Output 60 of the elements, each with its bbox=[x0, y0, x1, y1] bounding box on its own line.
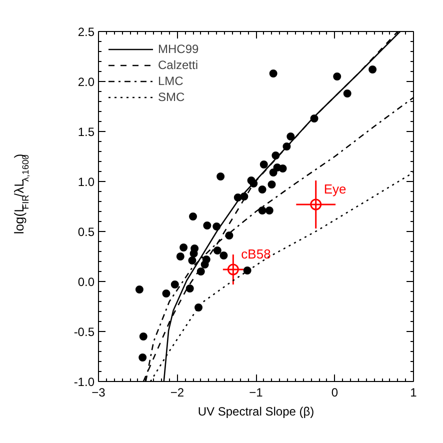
point bbox=[286, 132, 295, 140]
point bbox=[170, 280, 179, 288]
point bbox=[260, 160, 268, 168]
point bbox=[258, 186, 266, 194]
x-tick-label: 0 bbox=[331, 386, 338, 400]
point bbox=[196, 268, 205, 276]
point bbox=[138, 354, 147, 362]
y-tick-label: 1.0 bbox=[78, 175, 95, 189]
point bbox=[265, 206, 274, 214]
point bbox=[189, 212, 197, 220]
x-tick-label: −2 bbox=[170, 386, 184, 400]
series-label: cB58 bbox=[241, 246, 271, 262]
point bbox=[194, 304, 203, 312]
point bbox=[343, 90, 352, 98]
y-tick-label: 0.0 bbox=[78, 275, 95, 289]
point bbox=[225, 232, 234, 240]
point bbox=[203, 222, 212, 230]
point bbox=[310, 114, 318, 122]
point bbox=[200, 260, 209, 268]
point bbox=[213, 246, 222, 254]
y-tick-label: 2.5 bbox=[78, 25, 95, 39]
point bbox=[186, 284, 194, 292]
x-tick-label: −1 bbox=[249, 386, 264, 400]
point bbox=[250, 180, 258, 188]
point bbox=[227, 264, 239, 276]
x-tick-label: 1 bbox=[410, 386, 418, 400]
point bbox=[135, 286, 144, 294]
point bbox=[310, 198, 322, 210]
legend-label: SMC bbox=[158, 89, 185, 105]
point bbox=[282, 142, 291, 150]
point bbox=[220, 252, 228, 260]
y-tick-label: 2.0 bbox=[78, 75, 95, 89]
point bbox=[240, 192, 248, 200]
point bbox=[368, 66, 377, 74]
point bbox=[269, 70, 278, 78]
y-tick-label: 1.5 bbox=[78, 125, 95, 139]
point bbox=[180, 244, 188, 252]
point bbox=[234, 194, 242, 202]
legend-label: Calzetti bbox=[158, 57, 198, 73]
point bbox=[243, 266, 252, 274]
point bbox=[269, 168, 278, 176]
legend-label: MHC99 bbox=[158, 41, 199, 57]
point bbox=[272, 152, 280, 160]
point bbox=[139, 332, 148, 340]
y-tick-label: 0.5 bbox=[78, 225, 95, 239]
point bbox=[162, 290, 170, 298]
legend-label: LMC bbox=[158, 73, 184, 89]
y-axis-title: log(LFIR/λLλ,1600) bbox=[12, 154, 30, 234]
point bbox=[190, 250, 198, 258]
y-tick-label: -0.5 bbox=[74, 325, 95, 339]
point bbox=[212, 222, 221, 230]
series-label: Eye bbox=[324, 182, 346, 196]
point bbox=[188, 256, 196, 264]
point bbox=[278, 164, 287, 172]
point bbox=[268, 180, 276, 188]
point bbox=[333, 72, 342, 80]
x-axis-title: UV Spectral Slope (β) bbox=[198, 404, 314, 418]
point bbox=[176, 252, 184, 260]
point bbox=[258, 206, 266, 214]
point bbox=[216, 172, 225, 180]
